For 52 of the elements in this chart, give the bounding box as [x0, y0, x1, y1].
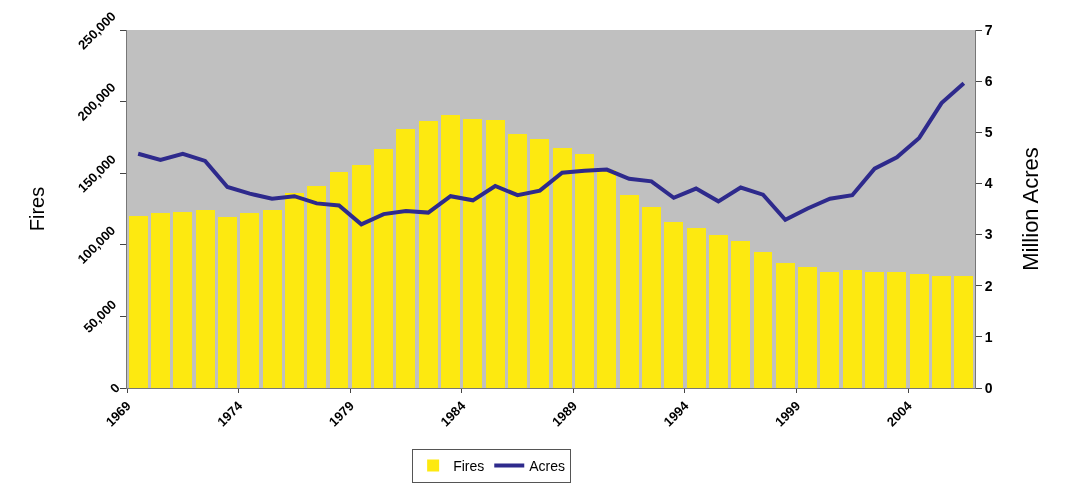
bar [553, 148, 572, 388]
bar [932, 276, 951, 388]
bar [776, 263, 795, 388]
bar [597, 170, 616, 388]
bar [441, 115, 460, 388]
bar [530, 139, 549, 388]
bar [240, 213, 259, 388]
bar [508, 134, 527, 388]
bar [285, 193, 304, 388]
bar [330, 172, 348, 388]
bar [642, 207, 661, 388]
line-series [136, 81, 966, 227]
bar [910, 274, 929, 388]
legend-label: Acres [529, 457, 566, 474]
bar [620, 195, 639, 388]
bar [486, 120, 505, 388]
y2-tick-label: 0 [984, 379, 993, 396]
y2-tick-label: 1 [984, 328, 993, 345]
bar [798, 267, 817, 388]
y2-tick-label: 2 [984, 277, 993, 294]
y2-axis-title: Million Acres [1017, 147, 1043, 271]
bar [419, 121, 438, 388]
bar [820, 272, 839, 388]
y2-tick-label: 6 [984, 73, 993, 90]
bar [129, 216, 148, 388]
bar [731, 241, 750, 388]
bar [307, 186, 326, 388]
bar [709, 235, 728, 388]
bar [575, 154, 594, 388]
y2-tick-label: 4 [984, 175, 993, 192]
bar [196, 210, 215, 388]
bar [887, 272, 906, 388]
bar [151, 213, 170, 388]
bar [664, 222, 683, 388]
y2-tick-label: 7 [984, 21, 993, 38]
bar [263, 210, 282, 388]
bar [463, 119, 482, 388]
bar [374, 149, 393, 388]
y-tick-label: 0 [106, 380, 123, 396]
legend-label: Fires [453, 457, 485, 474]
y-axis-title: Fires [25, 186, 48, 232]
y2-tick-label: 3 [984, 226, 993, 243]
y2-tick-label: 5 [984, 124, 993, 141]
bar [865, 272, 884, 388]
bar [843, 270, 862, 388]
bar [754, 252, 772, 388]
bar [954, 276, 973, 388]
bar [396, 129, 415, 388]
bar [218, 217, 237, 388]
bar [173, 212, 192, 388]
bar [687, 228, 706, 388]
bar [352, 165, 371, 388]
